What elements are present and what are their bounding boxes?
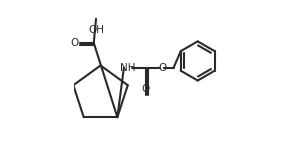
Text: NH: NH xyxy=(120,63,135,73)
Text: O: O xyxy=(158,63,167,73)
Text: O: O xyxy=(142,84,150,94)
Text: OH: OH xyxy=(88,25,104,35)
Text: O: O xyxy=(70,38,78,48)
